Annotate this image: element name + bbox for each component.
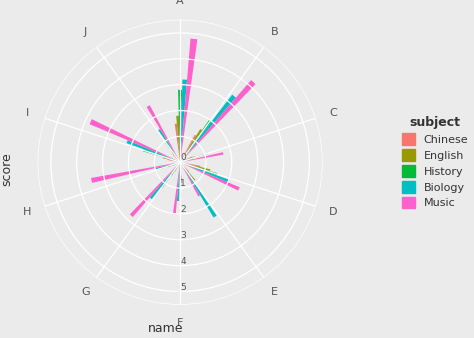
Bar	[180, 129, 202, 162]
Bar	[163, 157, 180, 162]
Bar	[158, 129, 180, 162]
Bar	[173, 162, 180, 214]
Bar	[180, 162, 210, 171]
Bar	[180, 162, 191, 177]
Bar	[180, 162, 217, 175]
Bar	[180, 152, 223, 162]
Bar	[180, 135, 196, 162]
Bar	[180, 159, 193, 162]
Bar	[175, 162, 180, 171]
Bar	[180, 162, 195, 181]
Legend: Chinese, English, History, Biology, Music: Chinese, English, History, Biology, Musi…	[401, 116, 468, 209]
Bar	[177, 162, 180, 201]
Bar	[180, 162, 200, 196]
Bar	[172, 152, 180, 162]
Bar	[175, 124, 180, 162]
Text: score: score	[0, 152, 14, 186]
Bar	[155, 162, 180, 170]
Bar	[143, 149, 180, 162]
Bar	[180, 162, 240, 191]
Bar	[180, 162, 182, 183]
Bar	[150, 162, 180, 199]
Bar	[180, 162, 201, 167]
Bar	[180, 162, 181, 175]
Bar	[146, 105, 180, 162]
Bar	[180, 162, 217, 218]
Bar	[167, 159, 180, 162]
Bar	[176, 116, 180, 162]
Bar	[127, 140, 180, 162]
Bar	[161, 162, 180, 188]
Bar	[173, 154, 180, 162]
Bar	[180, 162, 189, 172]
Text: name: name	[148, 322, 183, 335]
Bar	[180, 162, 181, 170]
Bar	[180, 156, 195, 162]
Bar	[180, 79, 187, 162]
Bar	[130, 162, 180, 217]
Bar	[164, 141, 180, 162]
Bar	[168, 162, 180, 167]
Bar	[178, 90, 182, 162]
Bar	[180, 120, 212, 162]
Bar	[91, 162, 180, 183]
Bar	[180, 80, 255, 162]
Bar	[180, 153, 205, 162]
Bar	[180, 39, 197, 162]
Bar	[180, 95, 236, 162]
Bar	[160, 162, 180, 169]
Bar	[180, 162, 229, 182]
Bar	[180, 156, 192, 162]
Bar	[90, 119, 180, 162]
Bar	[173, 162, 180, 166]
Bar	[172, 162, 180, 175]
